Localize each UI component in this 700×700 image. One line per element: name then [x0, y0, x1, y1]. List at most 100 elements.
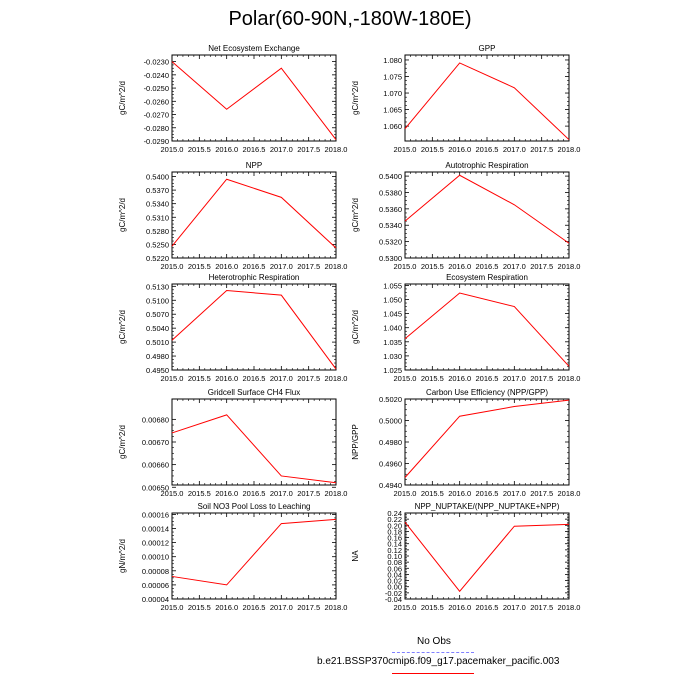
chart-panel-2: NPP gC/m^2/d 0.5400 0.5370 0.5340 0.5310 0.528…: [118, 161, 347, 271]
x-tick-label: 2017.5: [297, 603, 320, 612]
y-tick-label: 0.5000: [379, 417, 402, 426]
x-tick-label: 2017.0: [270, 374, 293, 383]
y-tick-label: -0.0240: [144, 71, 169, 80]
panel-title: Carbon Use Efficiency (NPP/GPP): [426, 388, 548, 397]
y-tick-label: 0.5040: [146, 324, 169, 333]
x-tick-label: 2016.5: [476, 262, 499, 271]
y-tick-label: 0.5070: [146, 310, 169, 319]
y-tick-label: 0.5340: [379, 221, 402, 230]
y-tick-label: 0.14: [387, 540, 402, 549]
y-tick-label: 0.5400: [146, 173, 169, 182]
series-line: [404, 62, 570, 141]
y-tick-label: 0.5400: [379, 172, 402, 181]
y-tick-label: 0.24: [387, 509, 402, 518]
x-tick-label: 2018.0: [325, 262, 348, 271]
x-tick-label: 2018.0: [558, 374, 581, 383]
x-tick-label: 2016.5: [476, 374, 499, 383]
x-tick-label: 2016.0: [448, 374, 471, 383]
y-axis-label: gC/m^2/d: [118, 198, 127, 232]
x-tick-label: 2017.5: [297, 145, 320, 154]
series-line: [171, 414, 337, 484]
panel-title: Net Ecosystem Exchange: [208, 44, 300, 53]
y-tick-label: 0.00680: [142, 415, 169, 424]
y-tick-label: 1.040: [383, 324, 402, 333]
panel-title: NPP: [246, 161, 262, 170]
series-line: [404, 174, 570, 244]
y-tick-label: 1.025: [383, 366, 402, 375]
x-tick-label: 2016.0: [215, 603, 238, 612]
x-tick-label: 2017.0: [270, 489, 293, 498]
x-tick-label: 2017.0: [503, 374, 526, 383]
y-tick-label: 0.18: [387, 527, 402, 536]
x-tick-label: 2016.5: [243, 603, 266, 612]
x-tick-label: 2015.0: [394, 489, 417, 498]
x-tick-label: 2016.5: [476, 489, 499, 498]
y-tick-label: -0.04: [385, 595, 402, 604]
x-tick-label: 2016.5: [243, 374, 266, 383]
y-tick-label: 0.5300: [379, 254, 402, 263]
y-tick-label: 0.5360: [379, 205, 402, 214]
x-tick-label: 2015.5: [188, 262, 211, 271]
panel-title: Autotrophic Respiration: [445, 161, 528, 170]
x-tick-label: 2015.0: [161, 262, 184, 271]
series-line: [171, 61, 337, 140]
plot-frame: [404, 171, 570, 259]
x-tick-label: 2016.5: [243, 145, 266, 154]
y-axis-label: gC/m^2/d: [118, 425, 127, 459]
panel-title: Soil NO3 Pool Loss to Leaching: [198, 502, 311, 511]
plot-frame: [404, 512, 570, 600]
x-tick-label: 2015.5: [421, 262, 444, 271]
chart-panel-7: Carbon Use Efficiency (NPP/GPP) NPP/GPP 0.…: [351, 388, 580, 498]
y-tick-label: 0.10: [387, 552, 402, 561]
y-tick-label: -0.0230: [144, 58, 169, 67]
y-tick-label: 0.00014: [142, 525, 169, 534]
y-axis-label: NPP/GPP: [351, 424, 360, 460]
y-tick-label: 1.030: [383, 352, 402, 361]
plot-frame: [171, 283, 337, 371]
x-tick-label: 2015.0: [161, 374, 184, 383]
x-tick-label: 2018.0: [558, 262, 581, 271]
plot-frame: [404, 398, 570, 486]
y-tick-label: -0.0280: [144, 124, 169, 133]
y-tick-label: 0.4980: [379, 438, 402, 447]
chart-panel-6: Gridcell Surface CH4 Flux gC/m^2/d 0.00680…: [118, 388, 347, 498]
y-tick-label: 0.00006: [142, 581, 169, 590]
y-axis-label: gC/m^2/d: [351, 198, 360, 232]
series-line: [171, 178, 337, 249]
x-tick-label: 2017.5: [530, 603, 553, 612]
x-tick-label: 2017.0: [270, 603, 293, 612]
panel-title: GPP: [479, 44, 496, 53]
y-tick-label: 0.4940: [379, 481, 402, 490]
y-tick-label: -0.0260: [144, 97, 169, 106]
series-line: [404, 399, 570, 478]
y-tick-label: 1.050: [383, 296, 402, 305]
y-tick-label: 0.5010: [146, 338, 169, 347]
x-tick-label: 2018.0: [325, 374, 348, 383]
x-tick-label: 2015.0: [161, 603, 184, 612]
x-tick-label: 2015.5: [188, 489, 211, 498]
y-tick-label: 0.00670: [142, 438, 169, 447]
panel-title: Gridcell Surface CH4 Flux: [208, 388, 300, 397]
y-tick-label: 0.20: [387, 521, 402, 530]
x-tick-label: 2018.0: [558, 603, 581, 612]
page-title: Polar(60-90N,-180W-180E): [228, 8, 472, 30]
y-tick-label: 1.065: [383, 106, 402, 115]
x-tick-label: 2017.5: [530, 489, 553, 498]
x-tick-label: 2015.0: [394, 262, 417, 271]
chart-panel-4: Heterotrophic Respiration gC/m^2/d 0.5130 0…: [118, 273, 347, 383]
y-tick-label: 0.5250: [146, 240, 169, 249]
x-tick-label: 2015.0: [394, 145, 417, 154]
plot-frame: [404, 283, 570, 371]
panel-title: Ecosystem Respiration: [446, 273, 528, 282]
x-tick-label: 2015.0: [161, 489, 184, 498]
y-tick-label: -0.0250: [144, 84, 169, 93]
x-tick-label: 2018.0: [325, 489, 348, 498]
y-tick-label: 1.060: [383, 122, 402, 131]
x-tick-label: 2016.0: [448, 603, 471, 612]
x-tick-label: 2017.0: [503, 262, 526, 271]
x-tick-label: 2017.5: [530, 374, 553, 383]
x-tick-label: 2017.5: [297, 262, 320, 271]
plot-frame: [171, 171, 337, 259]
chart-panel-9: NPP_NUPTAKE/(NPP_NUPTAKE+NPP)NA0.240.220…: [351, 502, 580, 612]
x-tick-label: 2017.5: [297, 374, 320, 383]
